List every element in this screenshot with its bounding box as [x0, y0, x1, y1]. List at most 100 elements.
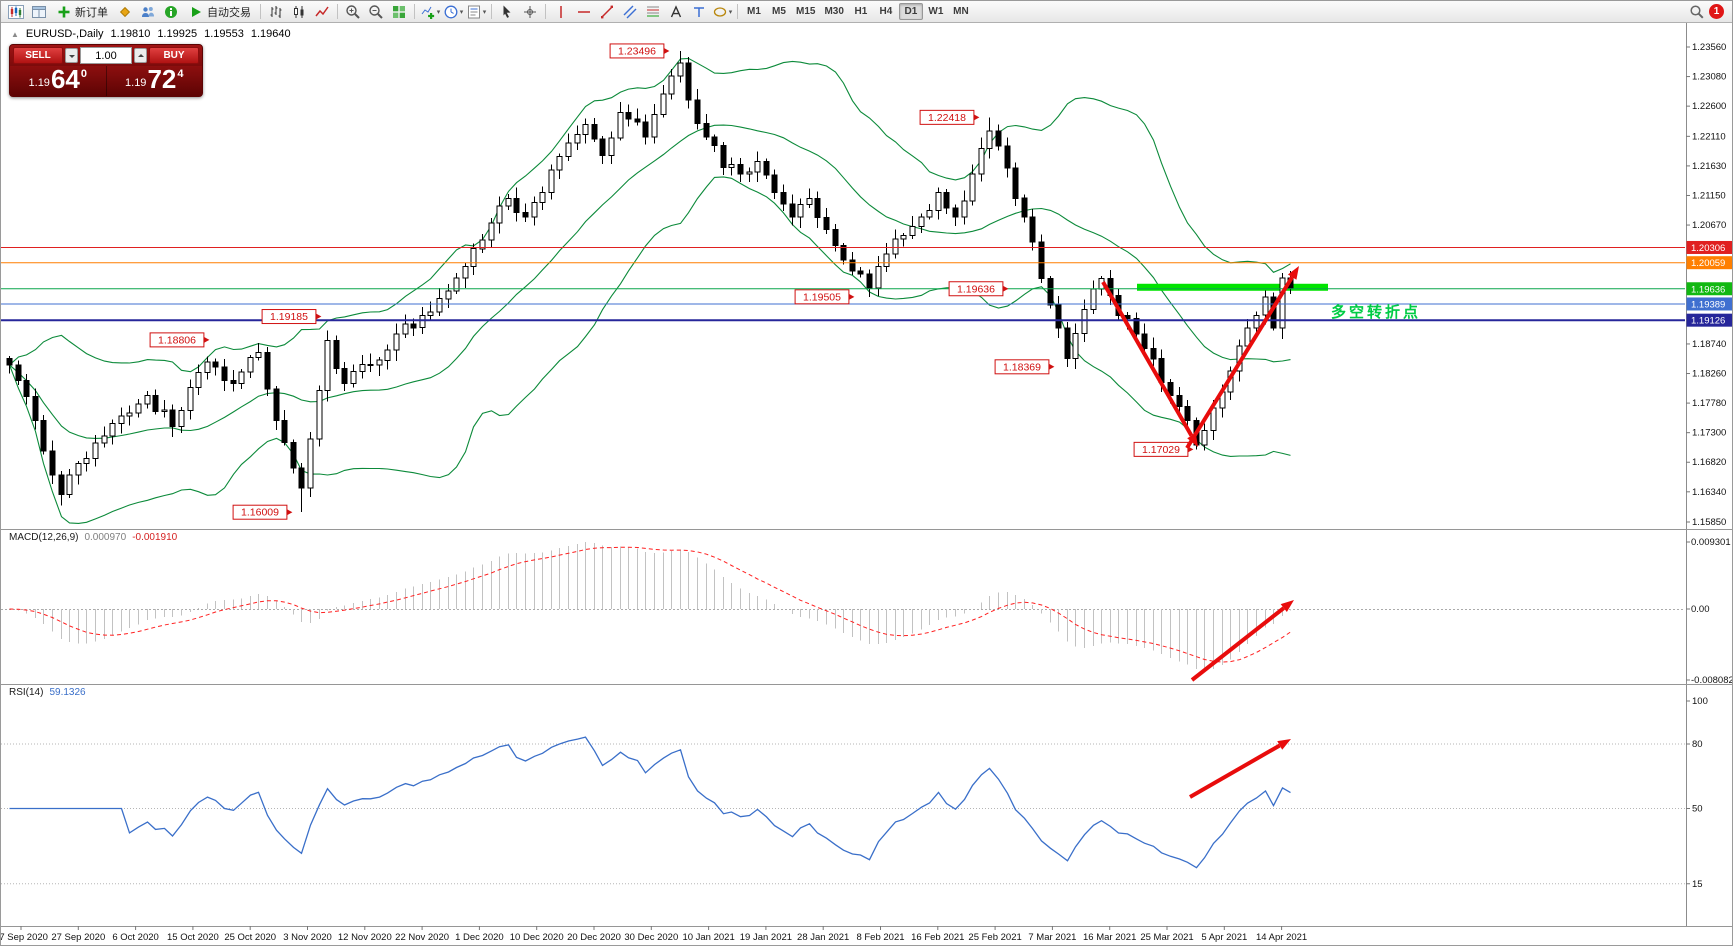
fibonacci-icon: [647, 6, 659, 16]
volume-down-button[interactable]: [65, 48, 78, 63]
line-chart-icon: [315, 6, 329, 16]
channel-icon: [623, 5, 637, 18]
templates-icon[interactable]: ▾: [465, 3, 487, 21]
new-order-button-label: 新订单: [75, 6, 108, 19]
svg-text:20 Dec 2020: 20 Dec 2020: [567, 932, 621, 943]
svg-text:1.19389: 1.19389: [1691, 299, 1725, 310]
metaquotes-icon: [119, 6, 131, 17]
macd-panel: 0.009301 0.00 -0.008082: [1, 537, 1732, 686]
rsi-panel: 100 80 50 15: [1, 696, 1708, 890]
timeframe-button-d1[interactable]: D1: [898, 3, 923, 20]
timeframe-button-m30[interactable]: M30: [820, 3, 847, 20]
svg-text:15: 15: [1692, 879, 1703, 890]
svg-text:25 Oct 2020: 25 Oct 2020: [224, 932, 276, 943]
fibonacci-icon[interactable]: [642, 3, 664, 21]
search-button[interactable]: [1686, 3, 1708, 21]
svg-text:0.009301: 0.009301: [1691, 537, 1731, 548]
timeframe-button-h4[interactable]: H4: [874, 3, 898, 20]
svg-text:12 Nov 2020: 12 Nov 2020: [338, 932, 392, 943]
tile-windows-icon[interactable]: [388, 3, 410, 21]
buy-button[interactable]: BUY: [149, 47, 199, 64]
macd-signal-value: -0.001910: [132, 532, 178, 543]
chart-title: ▲ EURUSD-,Daily 1.19810 1.19925 1.19553 …: [11, 28, 291, 40]
channel-icon[interactable]: [619, 3, 641, 21]
svg-text:16 Mar 2021: 16 Mar 2021: [1083, 932, 1136, 943]
svg-text:1.19636: 1.19636: [957, 283, 995, 295]
symbol-period-label: EURUSD-,Daily: [25, 28, 104, 40]
metaquotes-icon[interactable]: [114, 3, 136, 21]
horizontal-line-icon: [578, 10, 590, 13]
collapse-trade-panel-icon[interactable]: ▲: [11, 29, 19, 39]
svg-text:19 Jan 2021: 19 Jan 2021: [740, 932, 792, 943]
chart-candles-icon[interactable]: [5, 3, 27, 21]
svg-text:15 Oct 2020: 15 Oct 2020: [167, 932, 219, 943]
autotrading-button[interactable]: 自动交易: [183, 3, 256, 21]
svg-text:1.19505: 1.19505: [803, 291, 841, 303]
cursor-icon[interactable]: [496, 3, 518, 21]
bars-chart-icon[interactable]: [265, 3, 287, 21]
label-icon[interactable]: [688, 3, 710, 21]
svg-text:16 Feb 2021: 16 Feb 2021: [911, 932, 964, 943]
text-icon: [670, 4, 682, 17]
sell-price[interactable]: 1.19 64 0: [10, 66, 107, 96]
trendline-icon[interactable]: [596, 3, 618, 21]
community-icon[interactable]: [137, 3, 159, 21]
timeframe-button-m1[interactable]: M1: [742, 3, 766, 20]
macd-histogram: [18, 542, 1291, 671]
zoom-out-icon: [369, 4, 383, 19]
svg-text:1.16009: 1.16009: [241, 507, 279, 519]
timeframe-button-m5[interactable]: M5: [767, 3, 791, 20]
candles-chart-icon[interactable]: [288, 3, 310, 21]
new-order-button[interactable]: 新订单: [51, 3, 113, 21]
shapes-icon[interactable]: ▾: [711, 3, 733, 21]
price-annotations[interactable]: 1.23496 1.22418 1.19636 1.19505 1.19185 1.188…: [149, 43, 1194, 520]
svg-text:1.18806: 1.18806: [158, 334, 196, 346]
notification-badge[interactable]: 1: [1709, 4, 1724, 19]
svg-text:1.15850: 1.15850: [1692, 517, 1726, 528]
timeframe-button-w1[interactable]: W1: [924, 3, 948, 20]
svg-text:1.18369: 1.18369: [1003, 361, 1041, 373]
quote-high: 1.19925: [157, 28, 198, 40]
trade-prices-row: 1.19 64 0 1.19 72 4: [10, 66, 202, 96]
window-layout-icon[interactable]: [28, 3, 50, 21]
svg-text:10 Jan 2021: 10 Jan 2021: [682, 932, 734, 943]
window-layout-icon: [32, 5, 46, 18]
text-icon[interactable]: [665, 3, 687, 21]
shapes-icon: [713, 6, 726, 17]
trend-arrows[interactable]: [1101, 266, 1299, 799]
volume-input[interactable]: [80, 47, 132, 64]
highlight-zone[interactable]: [1137, 283, 1328, 291]
timeframe-button-h1[interactable]: H1: [849, 3, 873, 20]
market-icon[interactable]: [160, 3, 182, 21]
chart-background[interactable]: [1, 23, 1733, 946]
market-icon: [165, 5, 177, 18]
indicators-icon: [421, 6, 434, 19]
sell-button[interactable]: SELL: [13, 47, 63, 64]
label-icon: [694, 6, 704, 17]
crosshair-icon: [524, 5, 536, 18]
volume-up-button[interactable]: [134, 48, 147, 63]
one-click-trading-panel: SELL BUY 1.19 64 0 1.19 72 4: [9, 44, 203, 97]
quote-low: 1.19553: [204, 28, 244, 40]
buy-price[interactable]: 1.19 72 4: [107, 66, 203, 96]
price-axis[interactable]: 1.23560 1.23080 1.22600 1.22110 1.21630 1.211…: [1686, 42, 1733, 528]
timeframe-button-m15[interactable]: M15: [792, 3, 819, 20]
zoom-out-icon[interactable]: [365, 3, 387, 21]
vertical-line-icon[interactable]: [550, 3, 572, 21]
tile-windows-icon: [393, 5, 405, 18]
zoom-in-icon[interactable]: [342, 3, 364, 21]
timeframes-icon[interactable]: ▾: [442, 3, 464, 21]
candles-chart-icon: [294, 5, 304, 18]
toolbar-separator: [414, 4, 415, 19]
timeframe-button-mn[interactable]: MN: [949, 3, 973, 20]
svg-text:1.23080: 1.23080: [1692, 72, 1726, 83]
indicators-icon[interactable]: ▾: [419, 3, 441, 21]
horizontal-line-icon[interactable]: [573, 3, 595, 21]
svg-text:1.17300: 1.17300: [1692, 428, 1726, 439]
svg-text:1.22418: 1.22418: [928, 112, 966, 124]
crosshair-icon[interactable]: [519, 3, 541, 21]
line-chart-icon[interactable]: [311, 3, 333, 21]
svg-text:8 Feb 2021: 8 Feb 2021: [856, 932, 904, 943]
